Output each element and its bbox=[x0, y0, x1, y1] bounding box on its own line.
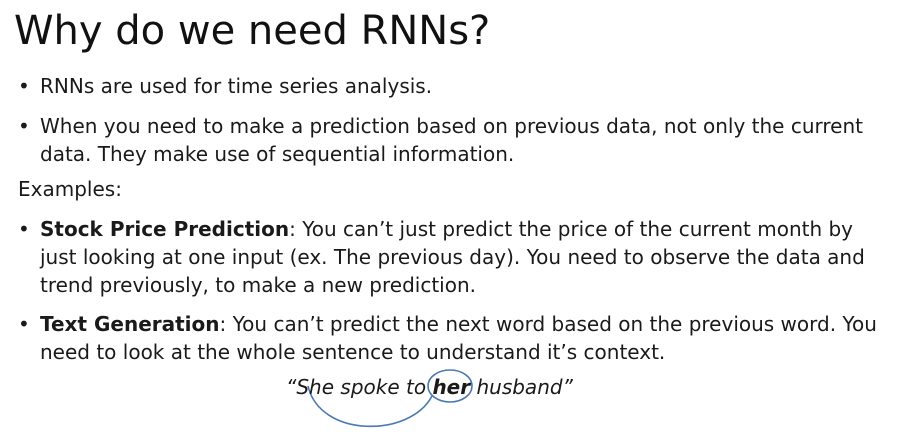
bullet-item-2: • When you need to make a prediction bas… bbox=[18, 112, 888, 168]
quote-close: husband” bbox=[470, 375, 573, 399]
bullet-text: When you need to make a prediction based… bbox=[40, 114, 863, 166]
example-stock-price: • Stock Price Prediction: You can’t just… bbox=[18, 215, 888, 299]
example-text: Text Generation: You can’t predict the n… bbox=[40, 310, 888, 366]
example-body: : You can’t just predict the price of th… bbox=[40, 217, 865, 297]
quote-open: “She spoke to bbox=[286, 375, 433, 399]
slide-title: Why do we need RNNs? bbox=[14, 8, 491, 54]
example-text-generation: • Text Generation: You can’t predict the… bbox=[18, 310, 888, 366]
example-heading: Text Generation bbox=[40, 312, 220, 336]
example-quote: “She spoke to her husband” bbox=[286, 373, 573, 401]
her-circle bbox=[427, 369, 473, 403]
example-text: Stock Price Prediction: You can’t just p… bbox=[40, 215, 888, 299]
bullet-dot: • bbox=[18, 217, 30, 241]
bullet-dot: • bbox=[18, 312, 30, 336]
bullet-dot: • bbox=[18, 114, 30, 138]
bullet-item-1: • RNNs are used for time series analysis… bbox=[18, 72, 888, 100]
quote-highlight: her bbox=[432, 375, 471, 399]
example-body: : You can’t predict the next word based … bbox=[40, 312, 877, 364]
example-heading: Stock Price Prediction bbox=[40, 217, 290, 241]
reference-arc bbox=[307, 369, 473, 428]
bullet-dot: • bbox=[18, 74, 30, 98]
arc-path bbox=[307, 385, 433, 428]
examples-label: Examples: bbox=[18, 177, 122, 201]
bullet-text: RNNs are used for time series analysis. bbox=[40, 74, 433, 98]
